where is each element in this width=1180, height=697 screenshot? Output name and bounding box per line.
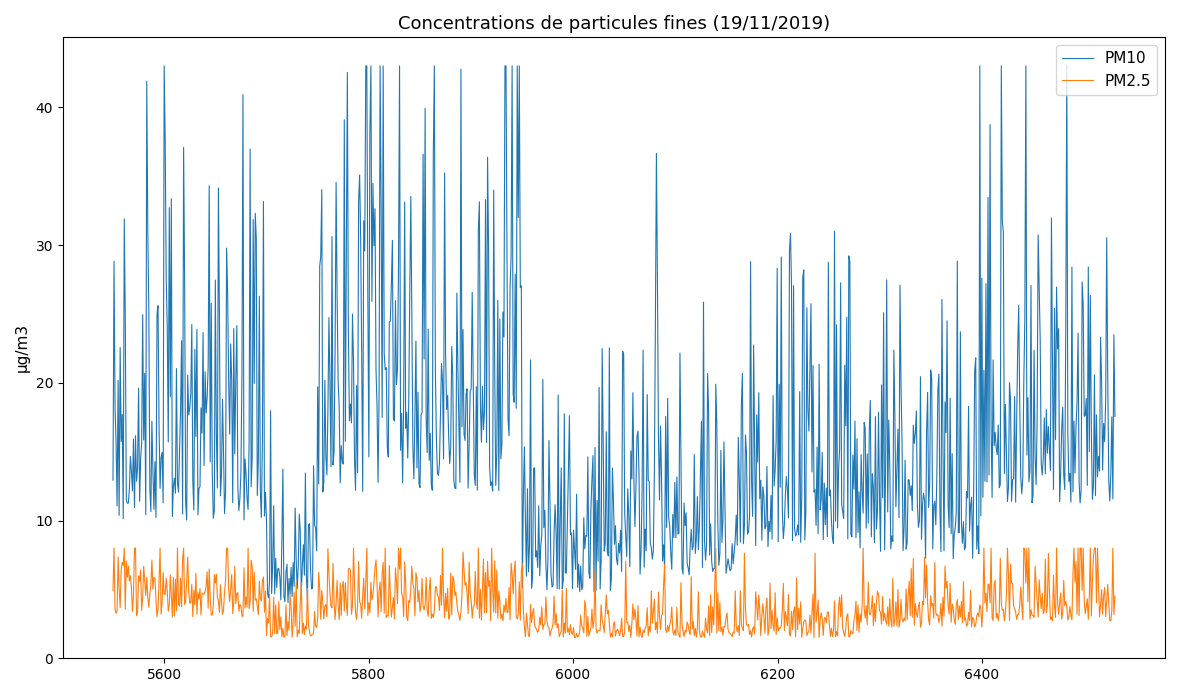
PM2.5 bbox=[955, 597, 969, 606]
PM10 bbox=[157, 62, 171, 70]
PM10 bbox=[106, 476, 120, 484]
Legend: PM10, PM2.5: PM10, PM2.5 bbox=[1056, 45, 1158, 95]
PM10 bbox=[435, 377, 450, 385]
PM10 bbox=[556, 576, 570, 584]
PM2.5 bbox=[107, 544, 122, 552]
PM10 bbox=[281, 599, 295, 607]
PM10 bbox=[1108, 412, 1122, 420]
PM2.5 bbox=[568, 634, 582, 642]
Title: Concentrations de particules fines (19/11/2019): Concentrations de particules fines (19/1… bbox=[398, 15, 830, 33]
PM10 bbox=[955, 518, 969, 526]
PM2.5 bbox=[400, 613, 414, 621]
PM2.5 bbox=[329, 599, 343, 608]
Line: PM2.5: PM2.5 bbox=[113, 548, 1115, 638]
PM2.5 bbox=[1108, 592, 1122, 600]
PM2.5 bbox=[555, 585, 569, 594]
PM10 bbox=[401, 454, 415, 462]
PM2.5 bbox=[290, 633, 304, 641]
PM2.5 bbox=[434, 601, 448, 609]
PM10 bbox=[291, 562, 306, 571]
Y-axis label: µg/m3: µg/m3 bbox=[15, 323, 30, 372]
Line: PM10: PM10 bbox=[113, 66, 1115, 603]
PM10 bbox=[330, 293, 345, 302]
PM2.5 bbox=[106, 587, 120, 595]
